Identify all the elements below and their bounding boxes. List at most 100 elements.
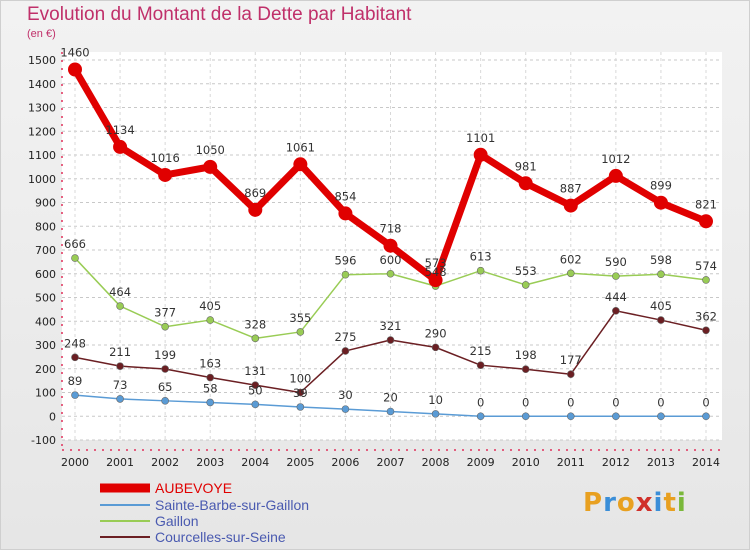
data-label: 718 (380, 222, 402, 236)
chart-subtitle: (en €) (27, 28, 56, 40)
y-tick-label: 700 (35, 244, 56, 257)
data-point (428, 273, 443, 288)
data-point (71, 254, 79, 262)
data-label: 405 (650, 299, 672, 313)
x-tick-label: 2003 (196, 456, 224, 469)
data-point (116, 302, 124, 310)
data-label: 981 (515, 159, 537, 173)
data-label: 199 (154, 348, 176, 362)
x-tick-label: 2012 (602, 456, 630, 469)
y-tick-label: -100 (31, 434, 56, 447)
data-point (702, 412, 710, 421)
data-point (71, 391, 79, 399)
data-point (248, 202, 263, 217)
data-point (657, 270, 665, 279)
x-tick-label: 2008 (422, 456, 450, 469)
data-point (251, 334, 260, 343)
data-point (657, 316, 665, 324)
data-label: 1101 (466, 131, 495, 145)
data-point (203, 159, 218, 174)
x-tick-label: 2001 (106, 456, 134, 469)
data-label: 248 (64, 336, 86, 350)
data-point (251, 400, 260, 409)
data-label: 590 (605, 255, 627, 269)
data-point (206, 373, 215, 382)
data-label: 65 (158, 380, 173, 394)
data-point (702, 276, 710, 284)
y-tick-label: 1100 (28, 149, 56, 162)
data-label: 10 (428, 393, 443, 407)
data-label: 163 (199, 357, 221, 371)
data-point (251, 381, 260, 389)
legend-label: Sainte-Barbe-sur-Gaillon (155, 497, 309, 513)
data-point (116, 395, 124, 403)
data-point (612, 412, 620, 421)
data-point (341, 270, 350, 279)
data-label: 553 (515, 264, 537, 278)
x-tick-label: 2009 (467, 456, 495, 469)
y-tick-label: 1300 (28, 102, 56, 115)
data-label: 0 (522, 395, 529, 409)
y-tick-label: 1200 (28, 125, 56, 138)
data-point (296, 403, 305, 411)
data-label: 887 (560, 182, 582, 196)
x-tick-label: 2006 (331, 456, 359, 469)
data-label: 355 (289, 311, 311, 325)
data-label: 548 (425, 265, 447, 279)
data-point (521, 365, 530, 374)
data-point (476, 266, 485, 275)
data-point (476, 361, 485, 369)
logo-letter: i (676, 488, 687, 518)
data-label: 464 (109, 285, 131, 299)
data-point (158, 167, 173, 182)
data-point (608, 168, 623, 183)
x-tick-label: 2013 (647, 456, 675, 469)
data-label: 0 (477, 395, 484, 409)
data-label: 574 (695, 259, 717, 273)
data-label: 854 (334, 189, 356, 203)
data-label: 1050 (196, 143, 225, 157)
data-label: 100 (289, 372, 311, 386)
data-label: 30 (338, 388, 353, 402)
data-label: 290 (425, 326, 447, 340)
data-label: 211 (109, 345, 131, 359)
data-label: 573 (425, 256, 447, 270)
data-label: 73 (113, 378, 128, 392)
proxiti-logo: Proxiti (583, 488, 687, 518)
data-label: 405 (199, 299, 221, 313)
data-label: 275 (334, 330, 356, 344)
data-point (386, 336, 395, 344)
data-point (386, 407, 395, 416)
data-label: 198 (515, 348, 537, 362)
data-label: 215 (470, 344, 492, 358)
data-point (521, 412, 530, 421)
logo-letter: i (653, 488, 664, 518)
data-point (431, 343, 440, 352)
data-point (473, 147, 488, 162)
data-label: 362 (695, 309, 717, 323)
y-tick-label: 100 (35, 387, 56, 400)
x-tick-label: 2004 (241, 456, 269, 469)
data-point (71, 353, 79, 362)
data-point (296, 388, 305, 397)
legend-label: Gaillon (155, 513, 199, 529)
data-point (386, 269, 395, 278)
data-label: 39 (293, 386, 308, 400)
data-point (206, 316, 215, 324)
data-label: 328 (244, 317, 266, 331)
logo-letter: o (616, 488, 636, 518)
data-label: 821 (695, 197, 717, 211)
data-point (657, 412, 665, 421)
data-point (653, 195, 668, 210)
data-label: 50 (248, 383, 263, 397)
data-point (293, 157, 308, 172)
data-label: 1012 (601, 152, 630, 166)
data-point (563, 198, 578, 213)
data-label: 602 (560, 252, 582, 266)
data-point (161, 322, 169, 331)
data-point (612, 272, 620, 280)
data-label: 598 (650, 253, 672, 267)
data-point (521, 281, 530, 289)
x-tick-label: 2011 (557, 456, 585, 469)
